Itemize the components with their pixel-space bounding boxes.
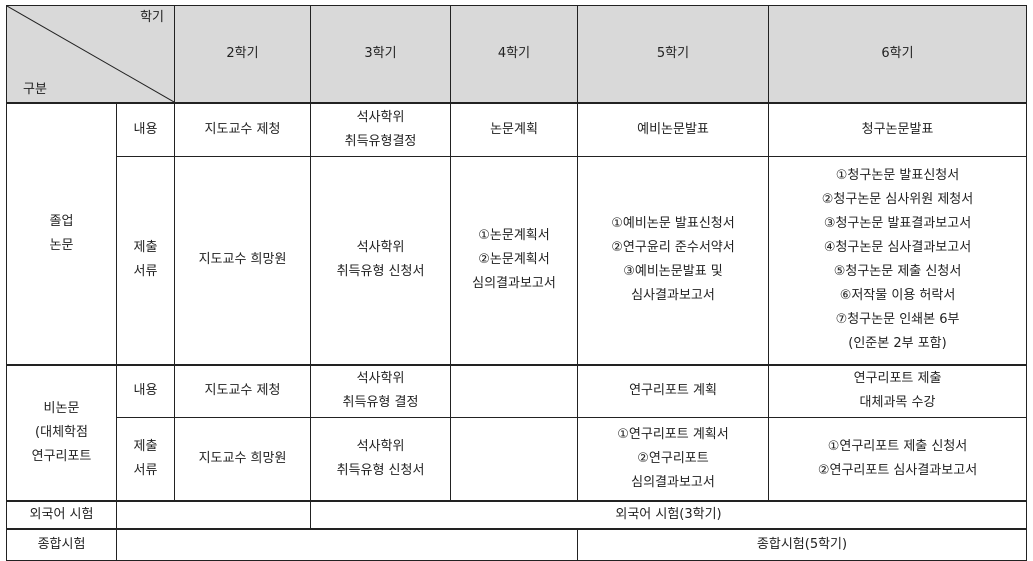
comprehensive-exam-value: 종합시험(5학기) — [577, 528, 1027, 561]
diagonal-line — [7, 6, 174, 102]
cell: ①연구리포트 제출 신청서 ②연구리포트 심사결과보고서 — [768, 416, 1027, 502]
cell: ①논문계획서 ②논문계획서 심의결과보고서 — [450, 155, 578, 366]
cell: 예비논문발표 — [577, 102, 769, 157]
header-semester-4: 4학기 — [450, 5, 578, 104]
row-label: 내용 — [116, 102, 175, 157]
cell: 지도교수 제청 — [174, 102, 311, 157]
corner-category-label: 구분 — [23, 82, 47, 97]
non-thesis-documents-row: 제출 서류 지도교수 희망원 석사학위 취득유형 신청서 ①연구리포트 계획서 … — [7, 416, 1027, 502]
non-thesis-group-label: 비논문 (대체학점 연구리포트 — [6, 364, 117, 502]
cell: 연구리포트 계획 — [577, 364, 769, 418]
row-label: 내용 — [116, 364, 175, 418]
cell: 석사학위 취득유형결정 — [310, 102, 451, 157]
thesis-group-label: 졸업 논문 — [6, 102, 117, 366]
header-semester-2: 2학기 — [174, 5, 311, 104]
cell: 청구논문발표 — [768, 102, 1027, 157]
cell: 논문계획 — [450, 102, 578, 157]
header-row: 학기 구분 2학기 3학기 4학기 5학기 6학기 — [6, 5, 1027, 104]
foreign-exam-value: 외국어 시험(3학기) — [310, 500, 1027, 530]
graduation-requirements-table: 학기 구분 2학기 3학기 4학기 5학기 6학기 졸업 논문 내용 지도교수 … — [6, 5, 1027, 561]
cell: 지도교수 희망원 — [174, 155, 311, 366]
header-semester-5: 5학기 — [577, 5, 769, 104]
foreign-exam-label: 외국어 시험 — [6, 500, 117, 530]
comprehensive-exam-row: 종합시험 종합시험(5학기) — [6, 528, 1027, 561]
cell: ①연구리포트 계획서 ②연구리포트 심의결과보고서 — [577, 416, 769, 502]
cell: 지도교수 제청 — [174, 364, 311, 418]
cell — [450, 364, 578, 418]
cell: 지도교수 희망원 — [174, 416, 311, 502]
foreign-exam-row: 외국어 시험 외국어 시험(3학기) — [6, 500, 1027, 530]
cell: 석사학위 취득유형 결정 — [310, 364, 451, 418]
cell: ①예비논문 발표신청서 ②연구윤리 준수서약서 ③예비논문발표 및 심사결과보고… — [577, 155, 769, 366]
corner-header: 학기 구분 — [6, 5, 175, 104]
header-semester-6: 6학기 — [768, 5, 1027, 104]
comprehensive-exam-label: 종합시험 — [6, 528, 117, 561]
thesis-content-row: 졸업 논문 내용 지도교수 제청 석사학위 취득유형결정 논문계획 예비논문발표… — [6, 102, 1027, 366]
cell: 연구리포트 제출 대체과목 수강 — [768, 364, 1027, 418]
cell — [450, 416, 578, 502]
thesis-documents-row: 제출 서류 지도교수 희망원 석사학위 취득유형 신청서 ①논문계획서 ②논문계… — [7, 155, 1027, 366]
cell: 석사학위 취득유형 신청서 — [310, 416, 451, 502]
cell: 석사학위 취득유형 신청서 — [310, 155, 451, 366]
non-thesis-content-row: 비논문 (대체학점 연구리포트 내용 지도교수 제청 석사학위 취득유형 결정 … — [6, 364, 1027, 502]
empty-cell — [116, 528, 578, 561]
row-label: 제출 서류 — [116, 416, 175, 502]
corner-semester-label: 학기 — [140, 10, 164, 25]
row-label: 제출 서류 — [116, 155, 175, 366]
cell: ①청구논문 발표신청서 ②청구논문 심사위원 제청서 ③청구논문 발표결과보고서… — [768, 155, 1027, 366]
empty-cell — [116, 500, 311, 530]
header-semester-3: 3학기 — [310, 5, 451, 104]
